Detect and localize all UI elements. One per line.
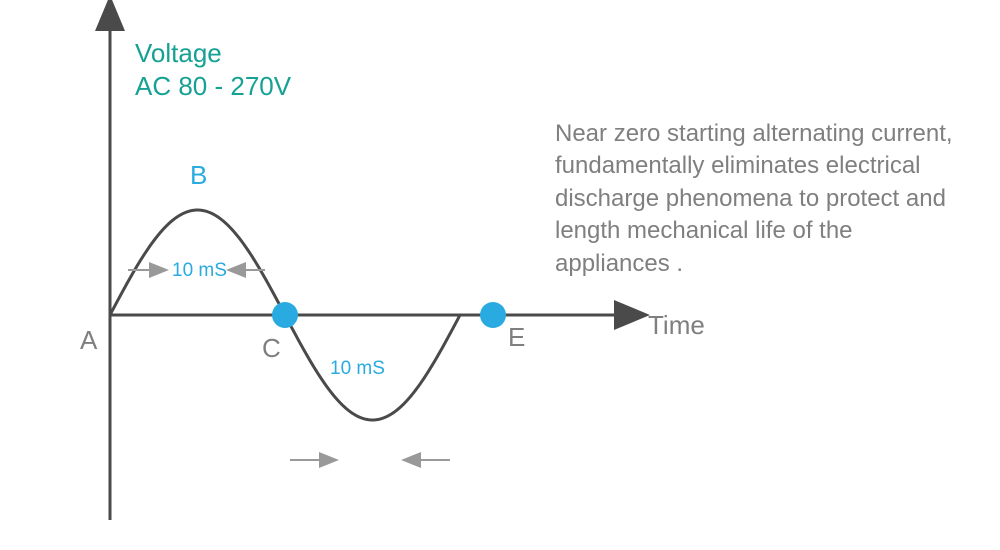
point-e-label: E [508,322,525,353]
zero-crossing-c-dot [272,302,298,328]
zero-crossing-e-dot [480,302,506,328]
time-axis-label: Time [648,310,705,341]
voltage-line2: AC 80 - 270V [135,71,291,101]
time-marker-lower: 10 mS [330,358,385,380]
voltage-axis-title: Voltage AC 80 - 270V [135,37,291,102]
voltage-line1: Voltage [135,38,222,68]
chart-area: Voltage AC 80 - 270V Time A B C E 10 mS … [0,0,650,550]
point-b-label: B [190,160,207,191]
description-text: Near zero starting alternating current, … [555,118,955,280]
time-marker-upper: 10 mS [172,260,227,282]
point-c-label: C [262,333,281,364]
point-a-label: A [80,325,97,356]
diagram-svg [0,0,650,550]
